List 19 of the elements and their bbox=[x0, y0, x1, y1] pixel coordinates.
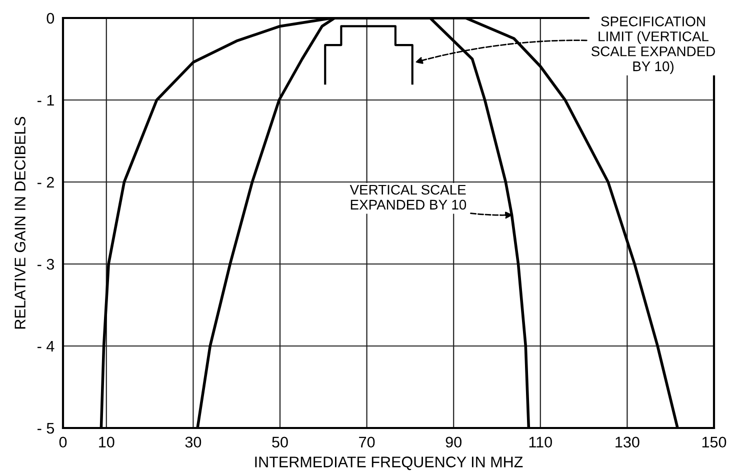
x-tick-label: 0 bbox=[59, 436, 67, 448]
x-tick-label: 150 bbox=[702, 436, 726, 448]
x-tick-label: 10 bbox=[99, 436, 114, 448]
x-axis-title: INTERMEDIATE FREQUENCY IN MHZ bbox=[255, 456, 523, 470]
y-tick-label: - 1 bbox=[38, 95, 54, 106]
annotation: VERTICAL SCALE EXPANDED BY 10 bbox=[350, 184, 466, 210]
y-tick-label: 0 bbox=[46, 12, 54, 24]
x-tick-label: 50 bbox=[272, 436, 288, 448]
x-tick-label: 110 bbox=[529, 436, 552, 448]
x-tick-label: 130 bbox=[616, 436, 640, 448]
x-tick-label: 90 bbox=[446, 436, 462, 448]
y-tick-label: - 4 bbox=[38, 341, 54, 352]
x-tick-label: 70 bbox=[359, 436, 375, 448]
y-tick-label: - 5 bbox=[38, 423, 54, 434]
y-tick-label: - 3 bbox=[38, 258, 54, 270]
y-axis-title: RELATIVE GAIN IN DECIBELS bbox=[14, 116, 26, 329]
x-tick-label: 30 bbox=[185, 436, 202, 448]
y-tick-label: - 2 bbox=[38, 176, 54, 188]
annotation: SPECIFICATION LIMIT (VERTICAL SCALE EXPANDED BY 10) bbox=[591, 16, 715, 74]
